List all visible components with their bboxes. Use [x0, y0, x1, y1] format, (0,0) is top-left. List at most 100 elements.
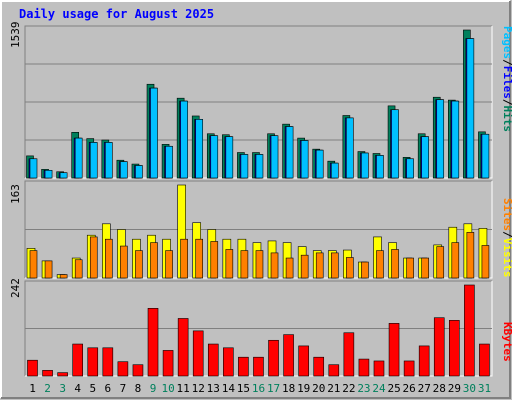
- bar-kbytes-day-20: [313, 356, 325, 377]
- day-label-1: 1: [29, 382, 36, 395]
- bar-pages-day-13: [210, 135, 219, 179]
- hits-legend: Pages/Files/Hits: [501, 26, 512, 132]
- bar-sites-day-21: [330, 252, 339, 279]
- bar-kbytes-day-27: [418, 345, 430, 377]
- bar-sites-day-2: [44, 260, 53, 279]
- bar-sites-day-20: [315, 252, 324, 279]
- day-label-13: 13: [207, 382, 220, 395]
- bar-pages-day-15: [240, 154, 249, 179]
- day-label-22: 22: [342, 382, 355, 395]
- bar-pages-day-4: [74, 137, 83, 179]
- bar-sites-day-27: [421, 257, 429, 279]
- bar-sites-day-22: [346, 257, 354, 279]
- visits-sites-panel: [24, 180, 493, 279]
- day-label-25: 25: [387, 382, 400, 395]
- bar-kbytes-day-21: [328, 364, 340, 377]
- day-label-3: 3: [59, 382, 66, 395]
- bar-kbytes-day-23: [358, 358, 370, 377]
- bar-kbytes-day-30: [464, 284, 475, 377]
- bar-sites-day-9: [150, 242, 158, 279]
- bar-kbytes-day-6: [102, 347, 114, 377]
- bar-pages-day-6: [105, 142, 113, 179]
- legend-sites: Sites: [501, 198, 512, 231]
- day-label-6: 6: [105, 382, 112, 395]
- bar-pages-day-21: [330, 162, 339, 179]
- bar-pages-day-10: [165, 145, 173, 179]
- bar-pages-day-23: [361, 152, 369, 179]
- bar-pages-day-25: [391, 109, 399, 179]
- bar-kbytes-day-29: [449, 320, 460, 377]
- hits-files-pages-panel: [24, 25, 493, 179]
- bar-pages-day-24: [376, 155, 384, 179]
- bar-sites-day-12: [195, 238, 204, 279]
- day-label-24: 24: [372, 382, 386, 395]
- bar-sites-day-30: [466, 232, 475, 279]
- legend-visits: Visits: [501, 238, 512, 278]
- day-label-21: 21: [327, 382, 340, 395]
- bar-kbytes-day-7: [117, 361, 129, 377]
- legend-hits: Hits: [501, 106, 512, 133]
- bar-kbytes-day-22: [343, 332, 355, 377]
- day-label-16: 16: [252, 382, 265, 395]
- visits-max-label: 163: [9, 184, 22, 204]
- bar-kbytes-day-15: [238, 356, 249, 377]
- bar-pages-day-28: [436, 99, 445, 179]
- bar-sites-day-8: [135, 250, 143, 279]
- bar-pages-day-19: [300, 140, 309, 179]
- bar-kbytes-day-25: [388, 323, 400, 377]
- day-label-2: 2: [44, 382, 51, 395]
- bar-pages-day-31: [481, 133, 490, 179]
- legend-sep-2: /: [501, 99, 512, 106]
- bar-sites-day-17: [270, 252, 279, 279]
- bar-sites-day-25: [391, 249, 399, 279]
- bar-pages-day-2: [44, 170, 53, 179]
- bar-pages-day-22: [346, 117, 354, 179]
- bar-pages-day-18: [285, 126, 294, 179]
- bar-pages-day-30: [466, 38, 475, 179]
- bar-kbytes-day-8: [132, 364, 144, 377]
- day-label-7: 7: [120, 382, 127, 395]
- day-label-4: 4: [74, 382, 81, 395]
- day-labels: 1 2 3 4 5 6 7 8 9 10 11 12 13 14 15 16 17 18 19 20 21 22 23 24 2…: [29, 382, 491, 395]
- bar-pages-day-29: [451, 100, 460, 179]
- kbytes-legend: KBytes: [501, 322, 512, 362]
- bar-kbytes-day-5: [87, 347, 99, 377]
- day-label-30: 30: [463, 382, 476, 395]
- day-label-28: 28: [433, 382, 446, 395]
- bar-kbytes-day-26: [403, 360, 415, 377]
- bar-sites-day-24: [376, 250, 384, 279]
- bar-sites-day-13: [210, 241, 219, 279]
- bar-pages-day-7: [120, 161, 128, 179]
- legend-files: Files: [501, 66, 512, 99]
- bar-sites-day-18: [285, 257, 294, 279]
- visits-legend: Sites/Visits: [501, 198, 512, 278]
- bar-sites-day-28: [436, 246, 445, 279]
- day-label-17: 17: [267, 382, 280, 395]
- bar-sites-day-19: [300, 254, 309, 279]
- bar-sites-day-3: [59, 274, 68, 279]
- bar-pages-day-16: [255, 154, 264, 179]
- bar-sites-day-6: [105, 238, 113, 279]
- bar-pages-day-20: [315, 149, 324, 179]
- bar-pages-day-8: [135, 165, 143, 179]
- day-label-27: 27: [418, 382, 431, 395]
- bar-kbytes-day-31: [479, 343, 490, 377]
- bar-sites-day-15: [240, 250, 249, 279]
- plot-bevel-dark-2: [24, 280, 492, 376]
- day-label-26: 26: [403, 382, 416, 395]
- bar-sites-day-11: [180, 238, 188, 279]
- day-label-12: 12: [192, 382, 205, 395]
- bar-kbytes-day-2: [42, 370, 53, 377]
- bar-kbytes-day-28: [433, 317, 445, 377]
- bar-kbytes-day-16: [253, 356, 264, 377]
- bar-pages-day-1: [29, 158, 38, 179]
- day-label-19: 19: [297, 382, 310, 395]
- bar-kbytes-day-3: [57, 372, 68, 377]
- bar-pages-day-17: [270, 135, 279, 179]
- bar-kbytes-day-12: [192, 330, 204, 377]
- bar-kbytes-day-13: [207, 343, 219, 377]
- bar-kbytes-day-1: [27, 359, 38, 377]
- day-label-31: 31: [478, 382, 491, 395]
